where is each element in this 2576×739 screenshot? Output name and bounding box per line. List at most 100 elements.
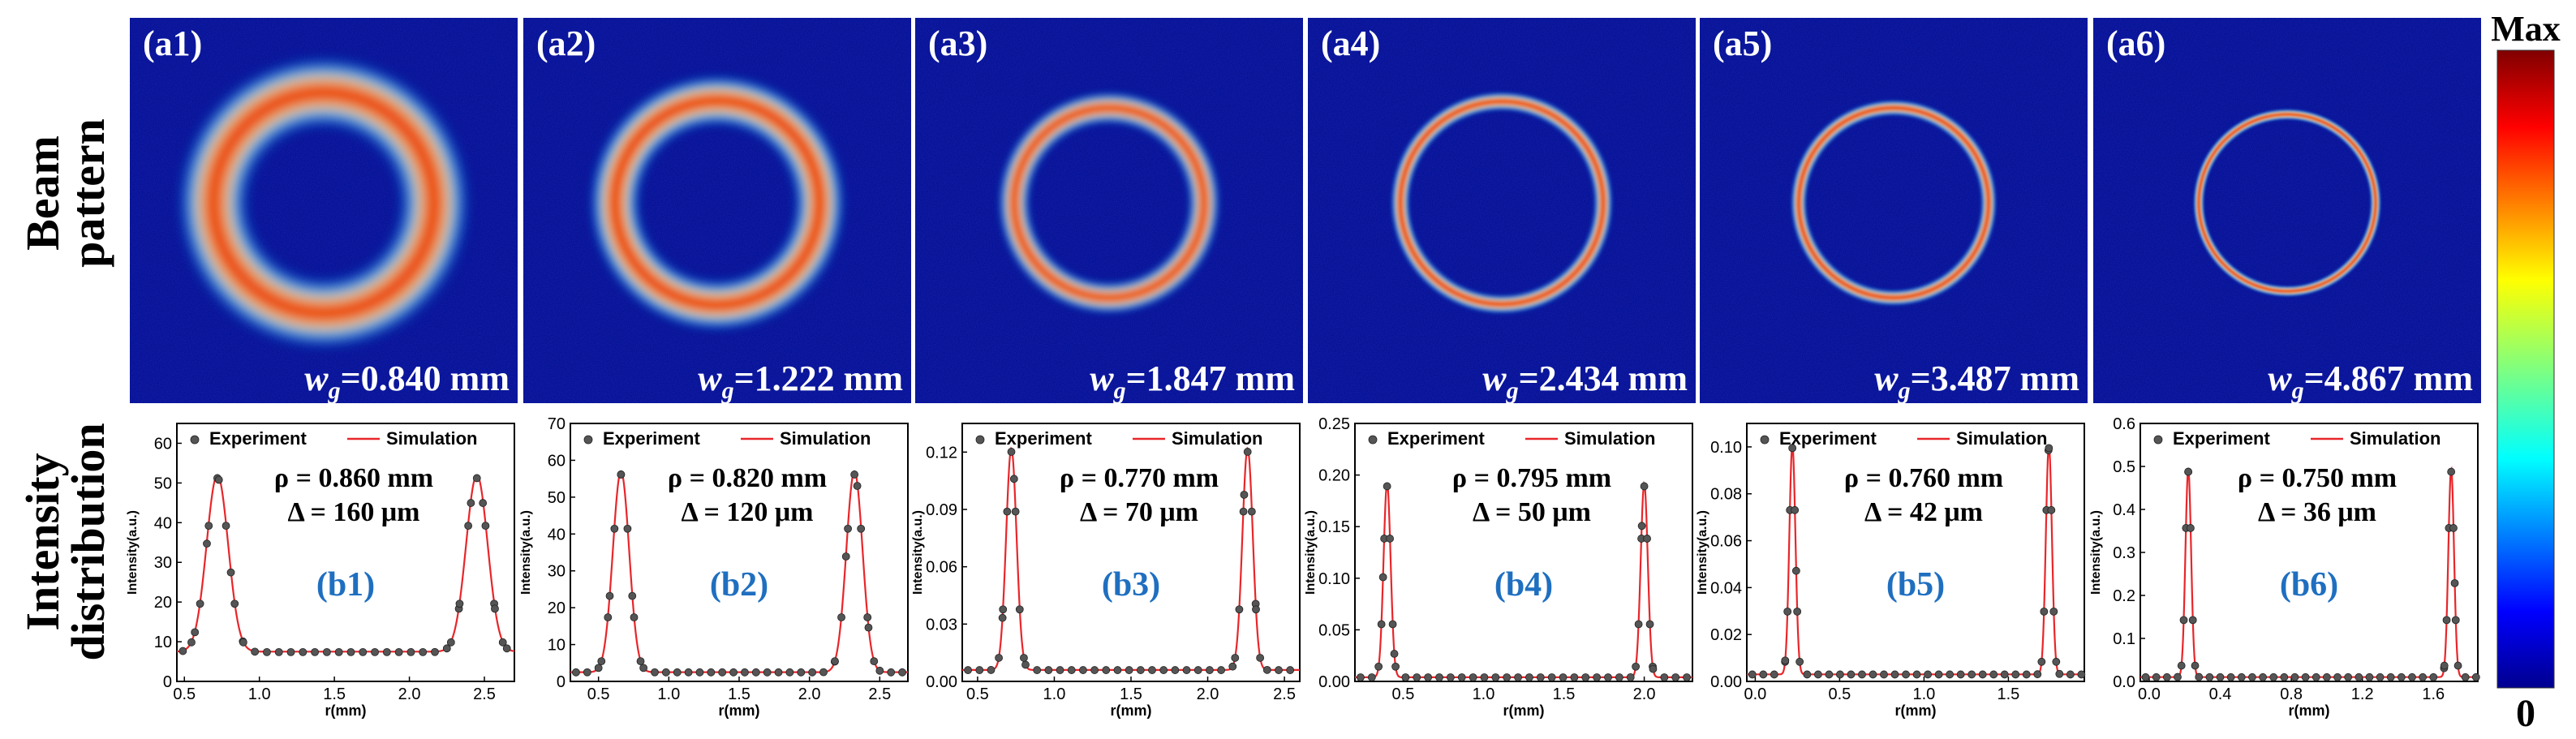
experiment-point xyxy=(1793,607,1802,616)
experiment-point xyxy=(2408,672,2416,681)
experiment-point xyxy=(2037,657,2046,666)
experiment-point xyxy=(187,638,196,647)
experiment-point xyxy=(1388,620,1397,629)
y-tick-label: 0 xyxy=(163,673,172,691)
y-tick-label: 0 xyxy=(557,673,566,691)
beam-image-noise xyxy=(523,18,911,403)
experiment-point xyxy=(1243,448,1252,456)
experiment-point xyxy=(2269,672,2278,681)
beam-waist-value: =1.222 mm xyxy=(734,359,903,398)
beam-ring xyxy=(1792,101,1995,304)
experiment-point xyxy=(1989,670,1998,679)
x-axis-label: r(mm) xyxy=(325,702,366,719)
experiment-point xyxy=(382,647,391,656)
experiment-point xyxy=(2376,672,2385,681)
experiment-point xyxy=(1378,573,1387,582)
x-tick-label: 0.5 xyxy=(173,685,196,703)
experiment-point xyxy=(2177,661,2186,670)
experiment-point xyxy=(2049,607,2058,616)
y-tick-label: 0.05 xyxy=(1318,621,1350,639)
experiment-point xyxy=(1536,673,1545,681)
experiment-point xyxy=(1021,660,1030,669)
experiment-point xyxy=(498,638,507,647)
y-tick-label: 0.3 xyxy=(2113,544,2135,562)
experiment-point xyxy=(1374,662,1383,671)
experiment-point xyxy=(479,499,488,507)
experiment-point xyxy=(2449,524,2458,532)
experiment-point xyxy=(1795,657,1804,666)
experiment-point xyxy=(446,638,455,647)
experiment-point xyxy=(597,657,606,666)
experiment-point xyxy=(431,647,439,656)
beam-waist-subscript: g xyxy=(2291,377,2304,404)
experiment-point xyxy=(623,524,632,533)
plot-frame xyxy=(176,423,515,682)
experiment-point xyxy=(491,604,499,613)
experiment-point xyxy=(864,623,873,632)
y-tick-label: 0.04 xyxy=(1710,579,1742,597)
beam-image-label: (a2) xyxy=(536,24,596,63)
x-tick-label: 0.0 xyxy=(2138,685,2161,703)
experiment-point xyxy=(718,668,727,677)
experiment-point xyxy=(2447,467,2456,476)
experiment-point xyxy=(2333,672,2342,681)
experiment-point xyxy=(2179,616,2188,625)
row-label-distribution: distribution xyxy=(62,423,114,660)
experiment-point xyxy=(2195,672,2204,681)
plot-frame xyxy=(961,423,1301,682)
experiment-point xyxy=(1239,507,1248,516)
experiment-point xyxy=(2188,616,2197,625)
beam-waist-label: wg=2.434 mm xyxy=(1482,359,1688,404)
experiment-point xyxy=(239,638,247,647)
experiment-point xyxy=(204,522,213,531)
experiment-point xyxy=(455,599,464,608)
experiment-point xyxy=(1067,666,1076,674)
beam-image-panel: (a2) wg=1.222 mm xyxy=(523,18,911,404)
experiment-point xyxy=(1457,673,1466,681)
experiment-point xyxy=(651,668,659,677)
experiment-point xyxy=(887,668,896,677)
experiment-point xyxy=(2386,672,2395,681)
beam-waist-label: wg=3.487 mm xyxy=(1874,359,2079,404)
plot-panel-label: (b2) xyxy=(710,566,768,604)
experiment-point xyxy=(774,668,783,677)
experiment-point xyxy=(2442,616,2451,625)
experiment-point xyxy=(2344,672,2353,681)
experiment-point xyxy=(857,524,866,533)
legend-simulation-label: Simulation xyxy=(2350,428,2441,449)
beam-waist-symbol: w xyxy=(698,359,722,398)
experiment-point xyxy=(995,654,1003,662)
y-tick-label: 70 xyxy=(548,415,566,433)
experiment-point xyxy=(998,613,1007,622)
legend-simulation-label: Simulation xyxy=(1172,428,1262,449)
plot-frame xyxy=(1354,423,1693,682)
legend-experiment-label: Experiment xyxy=(603,428,700,449)
beam-waist-label: wg=0.840 mm xyxy=(304,359,510,404)
y-tick-label: 60 xyxy=(548,452,566,470)
experiment-point xyxy=(863,613,872,621)
experiment-point xyxy=(1637,522,1646,531)
plot-panel-label: (b4) xyxy=(1494,566,1553,604)
x-tick-label: 1.6 xyxy=(2422,685,2445,703)
beam-waist-symbol: w xyxy=(1874,359,1899,398)
experiment-point xyxy=(898,668,906,677)
rho-annotation: ρ = 0.860 mm xyxy=(274,463,433,493)
beam-waist-label: wg=1.222 mm xyxy=(698,359,903,404)
experiment-point xyxy=(2226,672,2235,681)
experiment-point xyxy=(1570,673,1579,681)
beam-waist-subscript: g xyxy=(328,377,341,404)
experiment-point xyxy=(2365,672,2374,681)
beam-waist-subscript: g xyxy=(1898,377,1911,404)
experiment-point xyxy=(2033,670,2042,679)
experiment-point xyxy=(636,657,645,666)
simulation-curve xyxy=(1355,480,1692,679)
beam-ring-core xyxy=(1397,98,1606,307)
intensity-plot: 0.00 0.02 0.04 0.06 0.08 0.10 0.0 0.5 1.0 1.5 r(mm… xyxy=(1696,423,2086,719)
x-tick-label: 0.5 xyxy=(1392,685,1415,703)
row-label-intensity: Intensity xyxy=(16,453,69,630)
legend-experiment-label: Experiment xyxy=(1779,428,1877,449)
experiment-point xyxy=(2461,672,2470,681)
experiment-point xyxy=(203,539,211,548)
x-axis-label: r(mm) xyxy=(1110,702,1151,719)
x-tick-label: 2.0 xyxy=(1197,685,1219,703)
